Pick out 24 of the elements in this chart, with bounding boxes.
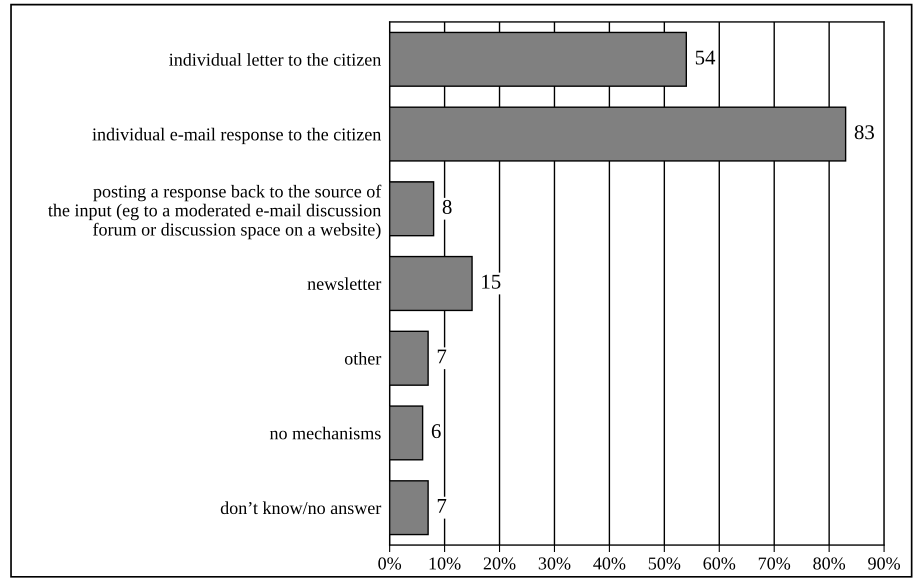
x-tick-label: 40% xyxy=(593,557,626,570)
data-label: 7 xyxy=(438,350,446,364)
y-tick-label: individual letter to the citizen xyxy=(169,53,382,66)
x-tick-label: 20% xyxy=(484,557,516,570)
data-label: 7 xyxy=(438,499,446,513)
y-tick-label: don’t know/no answer xyxy=(220,501,382,514)
data-label: 54 xyxy=(696,50,716,65)
y-tick-label: other xyxy=(344,352,382,365)
y-tick-label: no mechanisms xyxy=(270,426,381,440)
x-tick-label: 70% xyxy=(758,557,790,570)
data-label: 15 xyxy=(482,274,500,289)
data-label: 83 xyxy=(854,125,874,140)
y-tick-label: posting a response back to the source of the input (eg to a moderated e-mail discussion forum or discussion space on a website) xyxy=(48,184,382,240)
data-label: 8 xyxy=(442,200,452,214)
x-tick-label: 90% xyxy=(868,557,900,570)
x-tick-label: 10% xyxy=(430,557,461,570)
x-tick-label: 50% xyxy=(648,557,680,570)
y-tick-label: newsletter xyxy=(308,277,382,290)
x-tick-label: 0% xyxy=(378,557,402,570)
y-tick-label: individual e-mail response to the citizen xyxy=(92,128,382,144)
x-tick-label: 80% xyxy=(813,557,846,570)
x-tick-label: 30% xyxy=(538,557,570,570)
x-tick-label: 60% xyxy=(704,557,736,570)
data-label: 6 xyxy=(432,424,441,438)
